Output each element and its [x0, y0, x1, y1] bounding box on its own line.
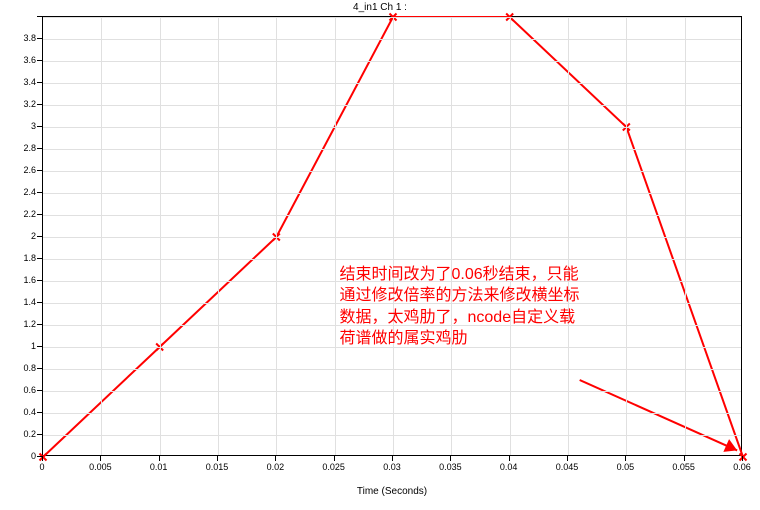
x-tick: [100, 456, 101, 461]
x-tick-label: 0: [39, 462, 44, 472]
grid-line-horizontal: [43, 83, 741, 84]
grid-line-horizontal: [43, 391, 741, 392]
y-tick: [37, 368, 42, 369]
x-tick: [159, 456, 160, 461]
y-tick-label: 3.6: [12, 55, 36, 65]
y-tick: [37, 82, 42, 83]
y-tick-label: 3.2: [12, 99, 36, 109]
y-tick-label: 1.4: [12, 297, 36, 307]
x-tick-label: 0.025: [322, 462, 345, 472]
x-tick: [567, 456, 568, 461]
x-tick-label: 0.06: [733, 462, 751, 472]
grid-line-horizontal: [43, 237, 741, 238]
y-tick-label: 2.8: [12, 143, 36, 153]
y-tick: [37, 390, 42, 391]
x-tick: [742, 456, 743, 461]
x-tick: [334, 456, 335, 461]
y-tick: [37, 148, 42, 149]
plot-area: [42, 16, 742, 456]
y-tick-label: 0.4: [12, 407, 36, 417]
y-tick-label: 0: [12, 451, 36, 461]
x-tick-label: 0.05: [617, 462, 635, 472]
x-tick: [509, 456, 510, 461]
annotation-text: 结束时间改为了0.06秒结束，只能 通过修改倍率的方法来修改横坐标 数据，太鸡肋…: [340, 264, 580, 350]
x-tick-label: 0.055: [672, 462, 695, 472]
y-tick: [37, 214, 42, 215]
y-tick: [37, 456, 42, 457]
y-tick: [37, 38, 42, 39]
x-tick-label: 0.01: [150, 462, 168, 472]
y-tick-label: 0.6: [12, 385, 36, 395]
x-tick-label: 0.02: [267, 462, 285, 472]
y-tick: [37, 16, 42, 17]
x-tick-label: 0.03: [383, 462, 401, 472]
y-tick-label: 3.4: [12, 77, 36, 87]
chart-title: 4_in1 Ch 1 :: [0, 2, 760, 13]
x-tick-label: 0.015: [206, 462, 229, 472]
grid-line-horizontal: [43, 127, 741, 128]
y-tick: [37, 104, 42, 105]
x-tick: [625, 456, 626, 461]
y-tick-label: 2.4: [12, 187, 36, 197]
y-tick-label: 1.8: [12, 253, 36, 263]
y-tick-label: 0.2: [12, 429, 36, 439]
x-tick: [217, 456, 218, 461]
y-tick: [37, 170, 42, 171]
y-tick-label: 1.6: [12, 275, 36, 285]
y-tick: [37, 60, 42, 61]
y-tick: [37, 324, 42, 325]
y-tick: [37, 346, 42, 347]
x-tick-label: 0.005: [89, 462, 112, 472]
grid-line-horizontal: [43, 149, 741, 150]
y-tick: [37, 192, 42, 193]
grid-line-horizontal: [43, 435, 741, 436]
grid-line-horizontal: [43, 171, 741, 172]
x-tick: [42, 456, 43, 461]
x-tick-label: 0.04: [500, 462, 518, 472]
y-tick: [37, 434, 42, 435]
y-tick-label: 2.6: [12, 165, 36, 175]
grid-line-horizontal: [43, 193, 741, 194]
x-tick: [392, 456, 393, 461]
x-axis-label: Time (Seconds): [42, 486, 742, 497]
y-tick: [37, 412, 42, 413]
grid-line-horizontal: [43, 17, 741, 18]
x-tick: [684, 456, 685, 461]
y-tick-label: 3.8: [12, 33, 36, 43]
y-tick: [37, 280, 42, 281]
y-tick-label: 3: [12, 121, 36, 131]
y-tick: [37, 302, 42, 303]
grid-line-horizontal: [43, 105, 741, 106]
y-tick: [37, 126, 42, 127]
y-tick-label: 0.8: [12, 363, 36, 373]
x-tick-label: 0.035: [439, 462, 462, 472]
grid-line-horizontal: [43, 259, 741, 260]
y-tick-label: 2.2: [12, 209, 36, 219]
grid-line-horizontal: [43, 39, 741, 40]
y-tick: [37, 258, 42, 259]
grid-line-horizontal: [43, 369, 741, 370]
x-tick-label: 0.045: [556, 462, 579, 472]
grid-line-horizontal: [43, 215, 741, 216]
grid-line-horizontal: [43, 413, 741, 414]
x-tick: [450, 456, 451, 461]
y-tick-label: 1.2: [12, 319, 36, 329]
chart-container: 4_in1 Ch 1 : Time (Seconds) 0 0.005 0.01 0.…: [0, 0, 760, 510]
y-tick-label: 1: [12, 341, 36, 351]
y-tick-label: 2: [12, 231, 36, 241]
data-marker: [40, 454, 47, 461]
x-tick: [275, 456, 276, 461]
y-tick: [37, 236, 42, 237]
grid-line-horizontal: [43, 61, 741, 62]
